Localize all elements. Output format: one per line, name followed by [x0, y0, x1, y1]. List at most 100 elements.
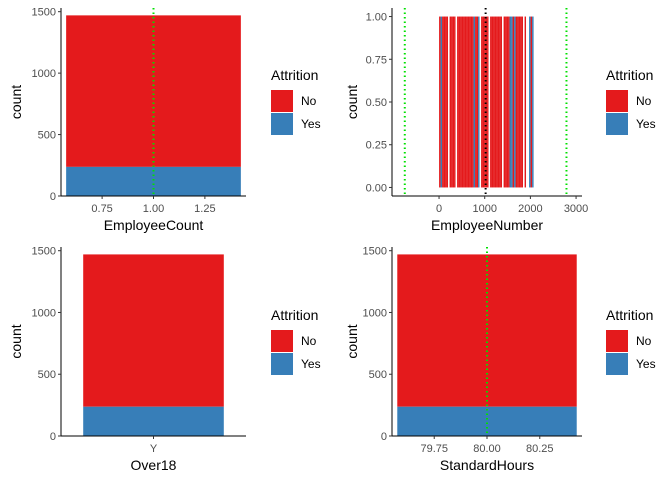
bar-employee	[460, 16, 462, 188]
bar-employee	[478, 16, 480, 188]
x-tick-label: 80.00	[473, 443, 501, 455]
bar-employee	[529, 16, 531, 188]
bar-yes	[397, 406, 577, 436]
bar-employee	[439, 16, 441, 188]
bar-employee	[509, 16, 512, 188]
bar-employee	[482, 16, 485, 188]
legend: Attrition No Yes	[606, 67, 656, 135]
y-axis-title: count	[8, 85, 24, 119]
legend-label-yes: Yes	[636, 117, 656, 131]
x-tick-label: 1.25	[194, 203, 215, 215]
bar-employee	[523, 16, 525, 188]
y-tick-label: 0	[50, 191, 56, 203]
bar-yes	[83, 406, 224, 436]
x-axis-title: Over18	[131, 457, 177, 473]
legend-title: Attrition	[271, 307, 318, 323]
bar-employee	[511, 16, 513, 188]
x-axis-title: StandardHours	[440, 457, 534, 473]
legend-title: Attrition	[606, 67, 653, 83]
legend-label-no: No	[301, 94, 317, 108]
bar-employee	[485, 16, 488, 188]
y-tick-label: 0	[50, 431, 56, 443]
bar-yes	[66, 166, 241, 196]
y-axis-title: count	[8, 324, 24, 358]
y-tick-label: 500	[38, 130, 56, 142]
legend: Attrition No Yes	[606, 307, 656, 375]
legend-swatch-no	[606, 90, 628, 112]
bar-no	[83, 254, 224, 407]
x-tick-label: 2000	[518, 203, 542, 215]
legend-label-no: No	[636, 334, 652, 348]
bar-employee	[449, 16, 452, 188]
bar-employee	[506, 16, 509, 188]
y-tick-label: 1500	[32, 246, 56, 258]
y-tick-label: 1000	[363, 307, 387, 319]
bar-employee	[469, 16, 471, 188]
x-tick-label: 79.75	[420, 443, 448, 455]
chart-panel-2: 0.00 0.25 0.50 0.75 1.00 0 1000 2000 3000 Employe…	[344, 8, 656, 233]
x-axis-title: EmployeeCount	[104, 217, 204, 233]
y-tick-label: 1500	[32, 7, 56, 19]
bar-employee	[443, 16, 446, 188]
bar-employee	[496, 16, 498, 188]
y-tick-label: 0.00	[366, 182, 387, 194]
bar-employee	[475, 16, 477, 188]
y-tick-label: 0.25	[366, 140, 387, 152]
y-tick-label: 1500	[363, 246, 387, 258]
bar-employee	[446, 16, 449, 188]
y-tick-label: 1000	[32, 68, 56, 80]
legend-title: Attrition	[606, 307, 653, 323]
bar-employee	[455, 16, 458, 188]
bar-employee	[472, 16, 474, 188]
legend: Attrition No Yes	[271, 67, 321, 135]
bar-employee	[520, 16, 522, 188]
bar-employee	[512, 16, 515, 188]
bar-employee	[445, 16, 447, 188]
bar-employee	[484, 16, 486, 188]
bar-employee	[494, 16, 497, 188]
legend-label-yes: Yes	[301, 117, 321, 131]
bar-employee	[487, 16, 489, 188]
legend-swatch-yes	[606, 353, 628, 375]
bar-employee	[440, 16, 443, 188]
bar-employee	[452, 16, 455, 188]
y-tick-label: 500	[369, 369, 387, 381]
bar-employee	[521, 16, 524, 188]
y-axis-title: count	[344, 324, 360, 358]
x-tick-label: 1000	[472, 203, 496, 215]
legend-label-yes: Yes	[636, 357, 656, 371]
bar-employee	[442, 16, 444, 188]
chart-panel-4: 0 500 1000 1500 79.75 80.00 80.25 StandardHours…	[344, 246, 656, 473]
y-axis-title: count	[344, 85, 360, 119]
bar-employee	[497, 16, 500, 188]
bar-employee	[532, 16, 534, 188]
bar-employee	[476, 16, 479, 188]
bar-employee	[514, 16, 516, 188]
bar-employee	[505, 16, 507, 188]
bar-employee	[470, 16, 473, 188]
bar-employee	[467, 16, 470, 188]
x-tick-label: 0.75	[91, 203, 112, 215]
bar-employee	[499, 16, 501, 188]
legend-swatch-no	[271, 90, 293, 112]
bar-employee	[503, 16, 506, 188]
bar-employee	[458, 16, 461, 188]
bar-employee	[493, 16, 495, 188]
bar-employee	[466, 16, 468, 188]
legend: Attrition No Yes	[271, 307, 321, 375]
x-axis-title: EmployeeNumber	[431, 217, 543, 233]
y-tick-label: 1.00	[366, 12, 387, 24]
y-tick-label: 0.75	[366, 54, 387, 66]
legend-swatch-yes	[271, 113, 293, 135]
bar-employee	[526, 16, 528, 188]
legend-label-no: No	[301, 334, 317, 348]
bar-no	[397, 254, 577, 407]
bar-employee	[473, 16, 476, 188]
bar-employee	[454, 16, 456, 188]
y-tick-label: 0	[381, 431, 387, 443]
bar-employee	[488, 16, 491, 188]
x-tick-label: Y	[150, 443, 158, 455]
bar-employee	[502, 16, 504, 188]
